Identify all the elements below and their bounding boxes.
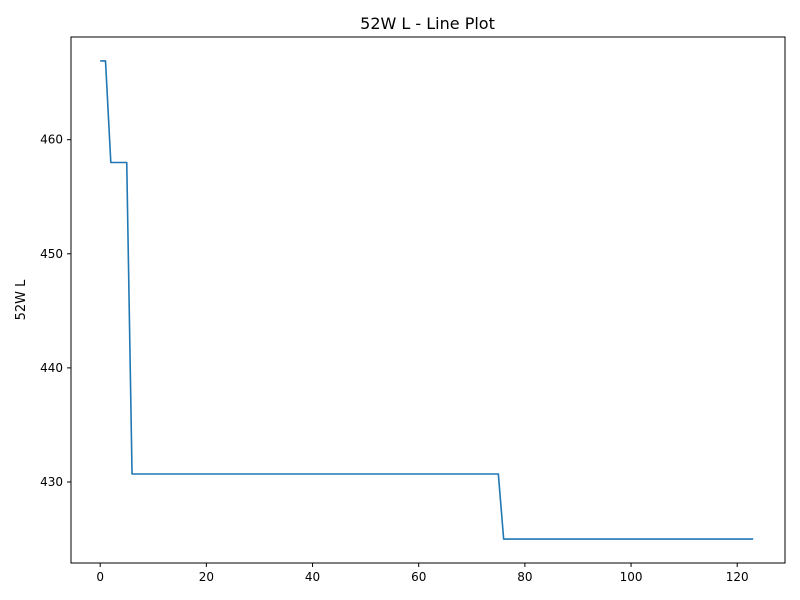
y-tick-label: 440	[40, 361, 63, 375]
x-axis-ticks: 0 20 40 60 80 100 120	[96, 563, 749, 584]
plot-area-frame	[70, 36, 786, 564]
series-line	[100, 60, 754, 540]
y-tick-label: 450	[40, 247, 63, 261]
y-axis-ticks: 430 440 450 460	[40, 133, 71, 489]
chart-title: 52W L - Line Plot	[360, 14, 495, 33]
series-layer	[100, 60, 754, 540]
x-tick-label: 0	[96, 570, 104, 584]
y-tick-label: 430	[40, 475, 63, 489]
y-tick-label: 460	[40, 133, 63, 147]
x-tick-label: 120	[726, 570, 749, 584]
x-tick-label: 60	[411, 570, 426, 584]
x-tick-label: 40	[305, 570, 320, 584]
y-axis-label: 52W L	[14, 279, 29, 321]
x-tick-label: 80	[517, 570, 532, 584]
x-tick-label: 20	[199, 570, 214, 584]
x-tick-label: 100	[620, 570, 643, 584]
